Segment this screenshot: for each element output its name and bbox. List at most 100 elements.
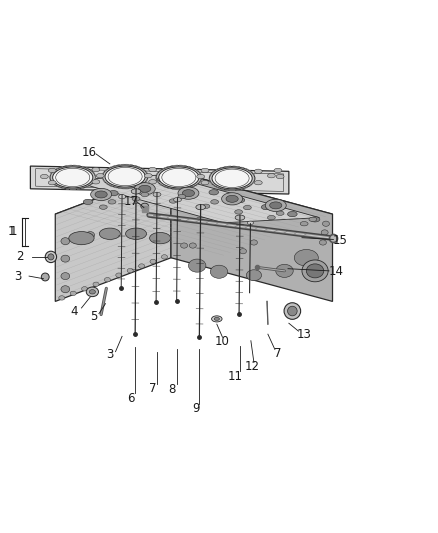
Ellipse shape	[61, 238, 70, 245]
Ellipse shape	[300, 222, 308, 226]
Text: 1: 1	[8, 225, 15, 238]
Ellipse shape	[86, 287, 99, 297]
Polygon shape	[68, 175, 319, 223]
Ellipse shape	[108, 167, 142, 185]
Ellipse shape	[246, 270, 261, 281]
Ellipse shape	[309, 217, 317, 222]
Ellipse shape	[141, 192, 149, 197]
Ellipse shape	[131, 189, 141, 194]
Polygon shape	[55, 171, 171, 302]
Ellipse shape	[99, 205, 107, 209]
Text: 11: 11	[228, 370, 243, 383]
Polygon shape	[55, 171, 332, 258]
Ellipse shape	[274, 168, 282, 173]
Ellipse shape	[119, 195, 126, 199]
Text: 12: 12	[244, 360, 259, 374]
Text: 7: 7	[149, 382, 156, 395]
Ellipse shape	[86, 231, 95, 239]
Ellipse shape	[139, 185, 151, 192]
Ellipse shape	[150, 232, 170, 244]
Ellipse shape	[153, 192, 161, 197]
Ellipse shape	[183, 182, 192, 187]
Ellipse shape	[201, 168, 209, 173]
Ellipse shape	[126, 228, 147, 239]
Ellipse shape	[215, 169, 249, 188]
Ellipse shape	[288, 212, 297, 217]
Ellipse shape	[91, 188, 112, 200]
Ellipse shape	[261, 205, 271, 210]
Ellipse shape	[61, 286, 70, 293]
Ellipse shape	[276, 264, 293, 277]
Ellipse shape	[73, 233, 81, 240]
Ellipse shape	[254, 169, 262, 174]
Text: 14: 14	[328, 265, 343, 278]
Polygon shape	[171, 171, 332, 302]
Ellipse shape	[254, 181, 262, 185]
Ellipse shape	[161, 255, 167, 259]
Ellipse shape	[235, 198, 245, 203]
Ellipse shape	[265, 199, 286, 212]
Text: 2: 2	[17, 251, 24, 263]
Ellipse shape	[134, 183, 155, 195]
Ellipse shape	[209, 166, 255, 190]
Ellipse shape	[69, 231, 94, 245]
Ellipse shape	[212, 316, 222, 322]
Text: 1: 1	[10, 225, 18, 238]
Ellipse shape	[102, 165, 148, 188]
Ellipse shape	[150, 259, 156, 264]
Ellipse shape	[162, 168, 196, 187]
Ellipse shape	[178, 187, 199, 199]
Ellipse shape	[182, 190, 194, 197]
Ellipse shape	[61, 255, 70, 262]
Text: 6: 6	[127, 392, 134, 405]
Polygon shape	[30, 166, 289, 194]
Text: 17: 17	[124, 195, 138, 207]
Ellipse shape	[157, 176, 167, 182]
Ellipse shape	[247, 221, 254, 224]
Ellipse shape	[40, 174, 48, 179]
Text: 4: 4	[70, 304, 78, 318]
Ellipse shape	[95, 191, 107, 198]
Ellipse shape	[127, 269, 133, 273]
Text: 10: 10	[215, 335, 230, 348]
Ellipse shape	[276, 211, 284, 215]
Ellipse shape	[240, 248, 247, 254]
Text: 8: 8	[169, 383, 176, 396]
Ellipse shape	[145, 174, 152, 178]
Ellipse shape	[53, 167, 93, 188]
Ellipse shape	[173, 198, 181, 202]
Ellipse shape	[284, 303, 300, 319]
Text: 16: 16	[81, 146, 96, 159]
Ellipse shape	[96, 174, 104, 178]
Ellipse shape	[135, 182, 145, 187]
Ellipse shape	[59, 296, 65, 300]
Ellipse shape	[178, 195, 186, 199]
Ellipse shape	[104, 278, 110, 282]
Ellipse shape	[202, 204, 210, 208]
Ellipse shape	[302, 260, 328, 282]
Ellipse shape	[169, 199, 177, 203]
Ellipse shape	[92, 180, 100, 184]
Text: 13: 13	[297, 328, 311, 341]
Text: 15: 15	[333, 234, 348, 247]
Ellipse shape	[149, 167, 156, 172]
Ellipse shape	[276, 174, 284, 179]
Ellipse shape	[48, 254, 54, 260]
Ellipse shape	[270, 202, 282, 209]
Ellipse shape	[81, 287, 88, 291]
Ellipse shape	[99, 228, 120, 239]
Ellipse shape	[222, 193, 243, 205]
Ellipse shape	[212, 168, 252, 189]
Ellipse shape	[159, 167, 199, 188]
Ellipse shape	[226, 195, 238, 203]
Ellipse shape	[83, 199, 93, 205]
Ellipse shape	[214, 317, 219, 320]
Text: 9: 9	[193, 402, 200, 415]
Ellipse shape	[211, 200, 219, 204]
Ellipse shape	[322, 221, 329, 227]
Text: 3: 3	[14, 270, 22, 282]
Ellipse shape	[268, 174, 276, 178]
Ellipse shape	[132, 197, 140, 201]
Ellipse shape	[70, 291, 76, 296]
Text: 5: 5	[90, 310, 97, 323]
